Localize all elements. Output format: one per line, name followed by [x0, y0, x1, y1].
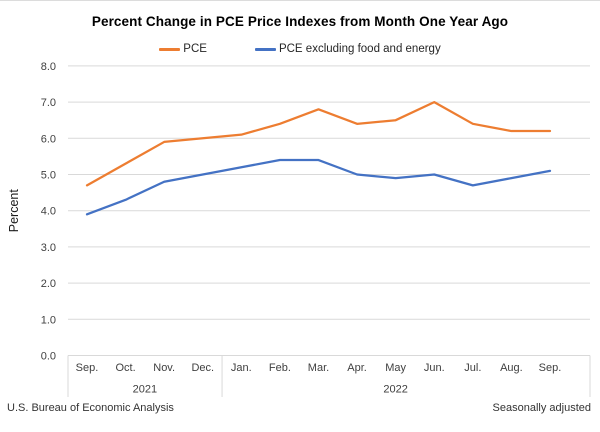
- x-tick-label: Sep.: [539, 362, 562, 374]
- x-tick-label: Aug.: [500, 362, 523, 374]
- y-tick-label: 1.0: [41, 314, 56, 326]
- chart-title: Percent Change in PCE Price Indexes from…: [91, 14, 509, 29]
- y-tick-label: 0.0: [41, 351, 56, 363]
- year-label: 2022: [383, 384, 407, 396]
- legend-label-core-pce: PCE excluding food and energy: [278, 43, 441, 55]
- x-tick-label: Mar.: [308, 362, 329, 374]
- x-tick-label: Jul.: [464, 362, 481, 374]
- x-tick-label: Jan.: [231, 362, 252, 374]
- x-tick-label: Oct.: [115, 362, 135, 374]
- legend-label-pce: PCE: [183, 43, 207, 55]
- y-tick-label: 6.0: [41, 133, 56, 145]
- legend-line-marker-core-pce: [254, 47, 276, 51]
- series-line-pce: [85, 100, 552, 187]
- legend-line-marker-pce: [159, 47, 181, 51]
- series-line-core-pce: [85, 158, 552, 216]
- y-tick-label: 3.0: [41, 242, 56, 254]
- legend-item-pce: PCE: [159, 43, 207, 55]
- x-tick-label: Sep.: [76, 362, 99, 374]
- y-axis-title: Percent: [7, 189, 21, 233]
- y-tick-label: 5.0: [41, 170, 56, 182]
- legend-item-core-pce: PCE excluding food and energy: [254, 43, 441, 55]
- x-tick-label: Nov.: [153, 362, 175, 374]
- y-tick-label: 4.0: [41, 206, 56, 218]
- x-tick-label: May: [385, 362, 406, 374]
- y-tick-label: 8.0: [41, 61, 56, 73]
- source-note: U.S. Bureau of Economic Analysis: [7, 402, 174, 414]
- x-tick-label: Feb.: [269, 362, 291, 374]
- y-tick-label: 7.0: [41, 97, 56, 109]
- x-tick-label: Apr.: [347, 362, 367, 374]
- x-tick-label: Jun.: [424, 362, 445, 374]
- legend: PCE PCE excluding food and energy: [0, 43, 600, 55]
- adjustment-note: Seasonally adjusted: [492, 402, 591, 414]
- x-tick-label: Dec.: [191, 362, 214, 374]
- y-tick-label: 2.0: [41, 278, 56, 290]
- year-label: 2021: [133, 384, 157, 396]
